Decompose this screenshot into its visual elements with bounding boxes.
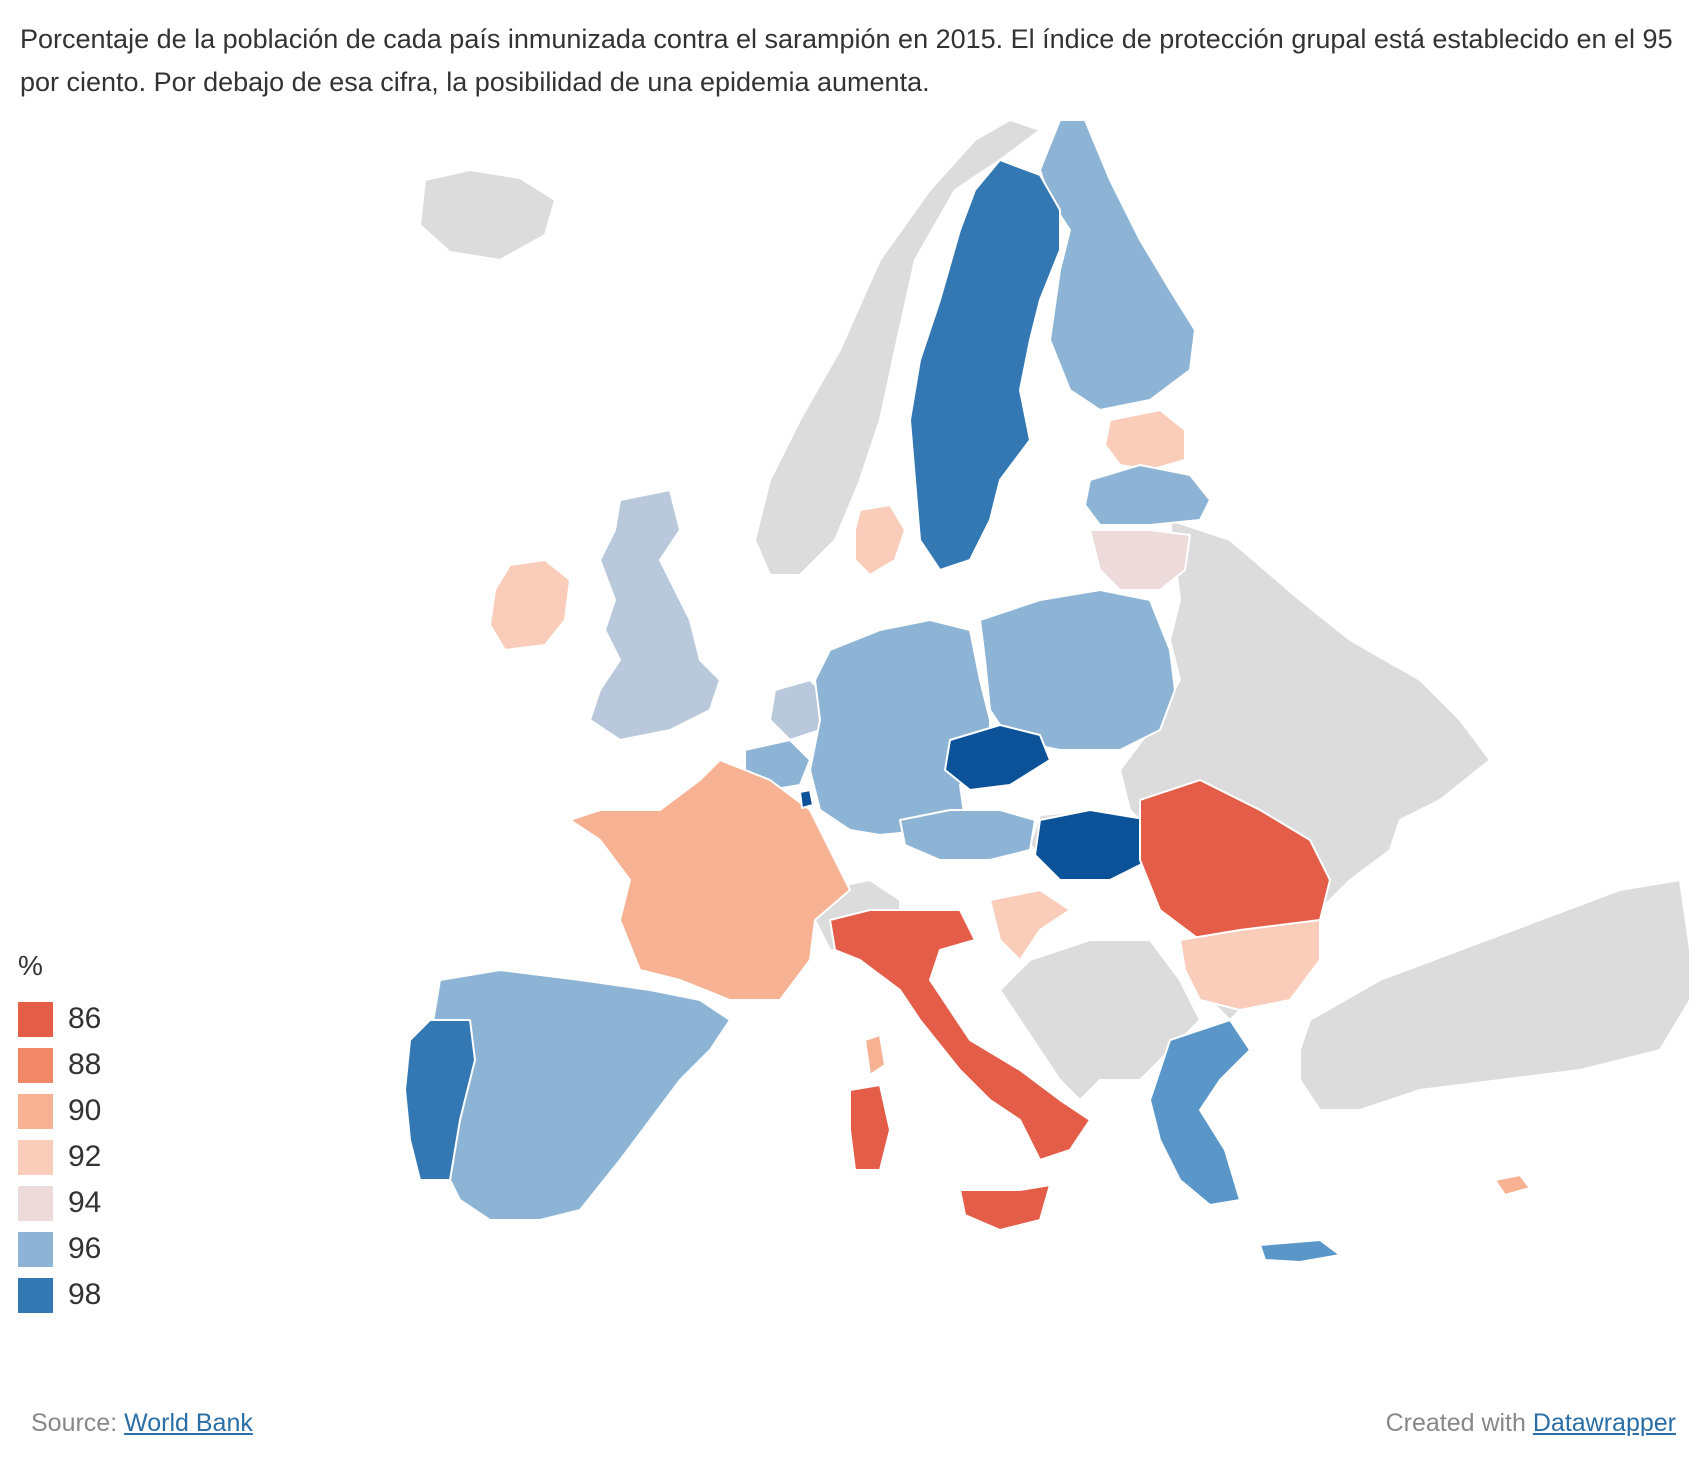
country-france-corsica[interactable] (864, 1034, 886, 1076)
country-iceland[interactable] (419, 169, 556, 261)
country-lithuania[interactable] (1089, 529, 1191, 591)
country-denmark[interactable] (854, 504, 906, 576)
country-bulgaria[interactable] (1179, 919, 1321, 1011)
country-norway[interactable] (754, 120, 1041, 576)
legend-swatch (18, 1277, 53, 1313)
country-greece[interactable] (1149, 1019, 1251, 1206)
country-finland[interactable] (1039, 120, 1196, 411)
legend-swatch (18, 1139, 53, 1175)
legend-row: 88 (18, 1042, 101, 1088)
country-latvia[interactable] (1084, 464, 1211, 526)
legend-label: 86 (68, 1002, 102, 1035)
country-germany[interactable] (809, 619, 991, 836)
legend-row: 90 (18, 1088, 101, 1134)
map-legend: % 86 88 90 92 94 96 98 (18, 950, 101, 1318)
source-prefix: Source: (31, 1409, 125, 1437)
country-balkans[interactable] (999, 939, 1201, 1101)
legend-swatch (18, 1093, 53, 1129)
country-czech-republic[interactable] (944, 724, 1051, 791)
legend-row: 96 (18, 1226, 101, 1272)
source-link[interactable]: World Bank (124, 1409, 253, 1437)
credit-link[interactable]: Datawrapper (1532, 1409, 1676, 1437)
country-portugal[interactable] (404, 1019, 476, 1181)
country-greece-crete[interactable] (1259, 1239, 1341, 1263)
map-description: Porcentaje de la población de cada país … (20, 24, 1673, 97)
legend-swatch (18, 1185, 53, 1221)
country-austria[interactable] (899, 809, 1036, 861)
country-turkey[interactable] (1299, 879, 1691, 1111)
legend-row: 86 (18, 996, 101, 1042)
country-united-kingdom[interactable] (589, 489, 721, 741)
legend-label: 92 (68, 1140, 102, 1173)
legend-swatch (18, 1001, 53, 1037)
country-croatia[interactable] (989, 889, 1071, 961)
country-italy[interactable] (829, 909, 1091, 1161)
country-italy-sardinia[interactable] (849, 1084, 891, 1171)
country-cyprus[interactable] (1494, 1174, 1531, 1196)
legend-swatch (18, 1231, 53, 1267)
legend-row: 94 (18, 1180, 101, 1226)
country-italy-sicily[interactable] (959, 1184, 1051, 1231)
country-ireland[interactable] (489, 559, 571, 651)
footer-credit: Created with Datawrapper (1386, 1409, 1676, 1438)
country-hungary[interactable] (1034, 809, 1151, 881)
country-spain[interactable] (429, 969, 731, 1221)
credit-prefix: Created with (1385, 1409, 1533, 1437)
legend-label: 88 (68, 1048, 102, 1081)
legend-items: 86 88 90 92 94 96 98 (18, 996, 101, 1318)
legend-label: 90 (68, 1094, 102, 1127)
legend-title: % (18, 950, 43, 981)
legend-label: 94 (68, 1186, 102, 1219)
country-estonia[interactable] (1104, 409, 1186, 471)
country-luxembourg[interactable] (799, 789, 814, 809)
footer-source: Source: World Bank (31, 1409, 253, 1438)
country-france[interactable] (569, 759, 851, 1001)
legend-label: 96 (68, 1232, 102, 1265)
country-sweden[interactable] (909, 159, 1061, 571)
legend-row: 98 (18, 1272, 101, 1318)
europe-choropleth-map (404, 120, 1691, 1263)
legend-row: 92 (18, 1134, 101, 1180)
legend-swatch (18, 1047, 53, 1083)
legend-label: 98 (68, 1278, 102, 1311)
country-poland[interactable] (979, 589, 1176, 751)
